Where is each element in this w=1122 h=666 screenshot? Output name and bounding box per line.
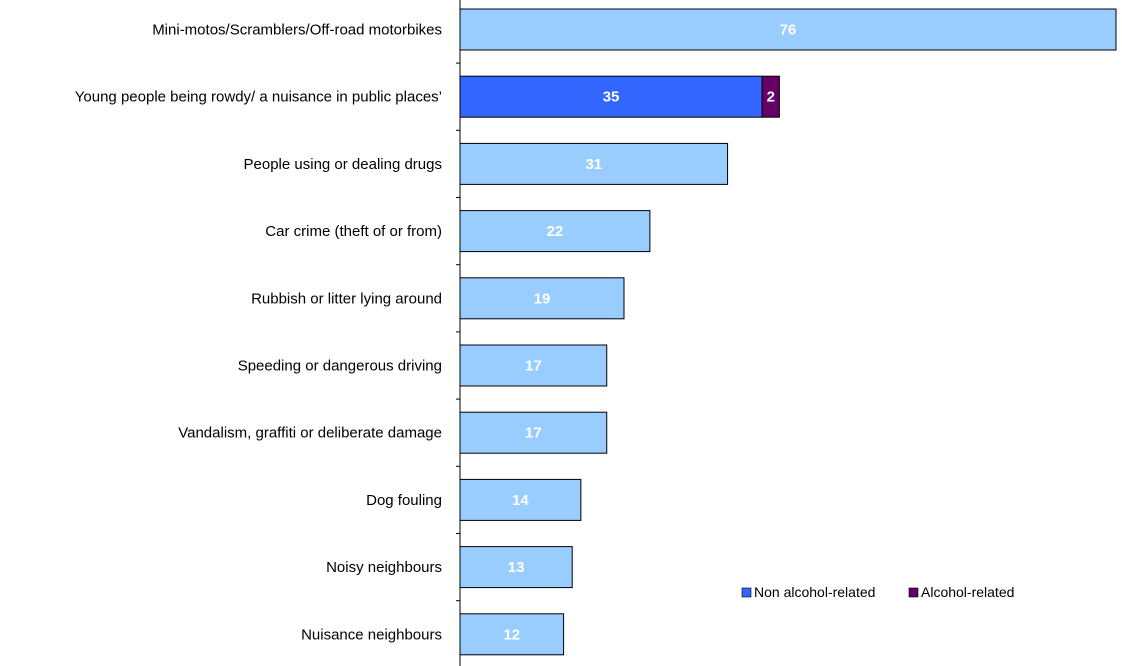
value-label-non-alcohol-2: 31 [585,156,602,173]
bar-non-alcohol-0 [459,8,1117,51]
category-label-5: Speeding or dangerous driving [238,358,442,375]
value-label-non-alcohol-7: 14 [512,492,529,509]
category-label-2: People using or dealing drugs [244,156,442,173]
bar-non-alcohol-6 [459,411,608,454]
value-label-alcohol-1: 2 [767,89,775,106]
category-label-7: Dog fouling [366,492,442,509]
category-label-6: Vandalism, graffiti or deliberate damage [178,425,442,442]
category-label-8: Noisy neighbours [326,559,442,576]
bar-non-alcohol-5 [459,344,608,387]
bar-non-alcohol-3 [459,210,651,253]
value-label-non-alcohol-3: 22 [547,223,564,240]
category-label-9: Nuisance neighbours [301,626,442,643]
legend-swatch-non-alcohol [741,587,752,598]
value-labels: 76 35 2 31 22 19 17 17 14 13 12 [503,22,796,644]
category-label-3: Car crime (theft of or from) [265,223,442,240]
legend: Non alcohol-related Alcohol-related [741,584,1014,600]
legend-swatch-alcohol [908,587,919,598]
bar-alcohol-1 [761,75,780,118]
bar-non-alcohol-4 [459,277,625,320]
category-label-1: Young people being rowdy/ a nuisance in … [75,89,442,106]
bar-non-alcohol-2 [459,142,729,185]
category-labels: Mini-motos/Scramblers/Off-road motorbike… [75,22,442,644]
value-label-non-alcohol-9: 12 [503,626,520,643]
category-label-4: Rubbish or litter lying around [251,290,442,307]
bars-group [459,8,1117,656]
value-label-non-alcohol-1: 35 [603,89,620,106]
bar-non-alcohol-9 [459,613,565,656]
legend-label-non-alcohol: Non alcohol-related [754,584,875,600]
value-label-non-alcohol-5: 17 [525,358,542,375]
value-label-non-alcohol-6: 17 [525,425,542,442]
value-label-non-alcohol-8: 13 [508,559,525,576]
bar-non-alcohol-1 [459,75,763,118]
category-axis [456,0,461,666]
category-label-0: Mini-motos/Scramblers/Off-road motorbike… [152,22,442,39]
legend-label-alcohol: Alcohol-related [921,584,1014,600]
value-label-non-alcohol-4: 19 [534,290,551,307]
value-label-non-alcohol-0: 76 [780,22,797,39]
